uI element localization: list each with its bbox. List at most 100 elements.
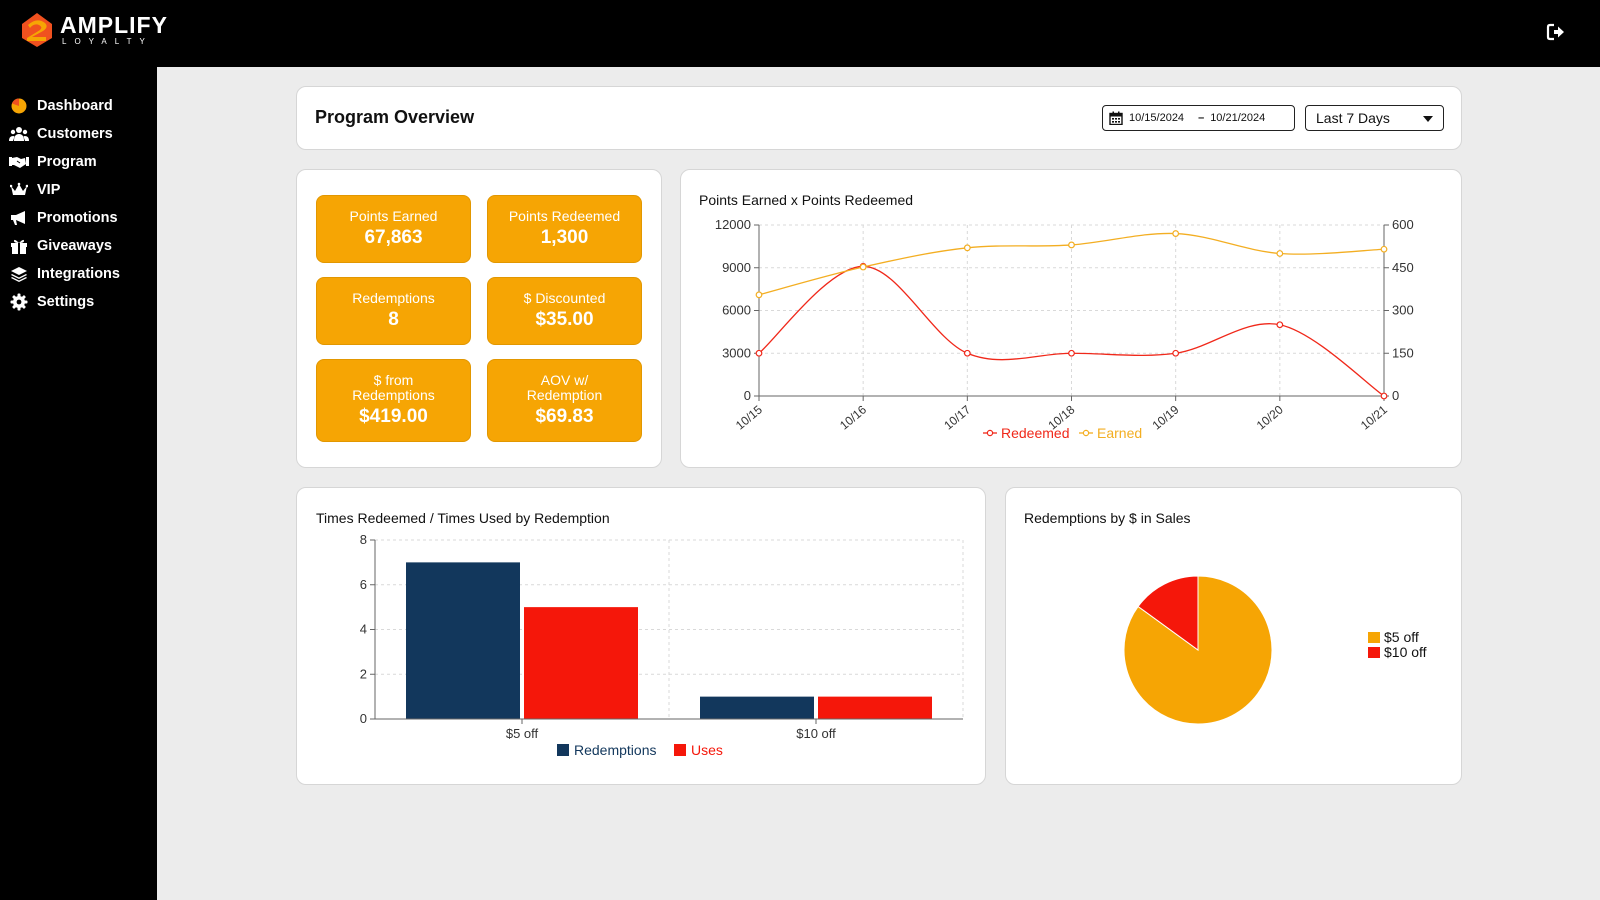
data-point-redeemed	[1380, 392, 1388, 400]
top-bar: AMPLIFY LOYALTY	[0, 0, 1600, 67]
data-point-earned	[859, 263, 867, 271]
y-right-tick-label: 600	[1392, 217, 1414, 232]
dashboard-pie-icon	[11, 98, 27, 114]
legend-label: Redemptions	[574, 742, 657, 758]
legend-label: $5 off	[1384, 629, 1419, 645]
date-start-input[interactable]: 10/15/2024	[1129, 112, 1185, 124]
sidebar-item-settings[interactable]: Settings	[0, 288, 157, 316]
x-tick-label: 10/20	[1254, 402, 1286, 432]
data-point-redeemed	[1276, 321, 1284, 329]
stat-tile-redemptions: Redemptions 8	[316, 277, 471, 345]
stat-value: 1,300	[540, 227, 589, 248]
legend-item-uses: Uses	[674, 742, 723, 758]
data-point-earned	[755, 291, 763, 299]
crown-icon	[10, 182, 28, 195]
legend-item: $5 off	[1368, 629, 1419, 645]
stat-tile-points-earned: Points Earned 67,863	[316, 195, 471, 263]
stat-tile-dollars-discounted: $ Discounted $35.00	[487, 277, 642, 345]
y-tick-label: 6	[360, 577, 367, 592]
x-tick-label: 10/21	[1358, 402, 1390, 432]
sidebar-item-dashboard[interactable]: Dashboard	[0, 92, 157, 120]
x-tick-label: $5 off	[506, 726, 539, 741]
y-tick-label: 8	[360, 532, 367, 547]
stat-label: $ Discounted	[523, 290, 606, 306]
sidebar-item-integrations[interactable]: Integrations	[0, 260, 157, 288]
stat-value: $419.00	[359, 406, 428, 427]
gear-icon	[10, 293, 28, 311]
legend-label: Uses	[691, 742, 723, 758]
y-right-tick-label: 0	[1392, 388, 1399, 403]
legend-label: Earned	[1097, 425, 1142, 441]
data-point-earned	[1172, 230, 1180, 237]
data-point-earned	[963, 244, 971, 252]
amplify-logo-icon	[22, 13, 52, 47]
sidebar-item-label: Giveaways	[37, 238, 112, 254]
y-tick-label: 0	[360, 711, 367, 726]
stat-label: Points Redeemed	[508, 208, 621, 224]
sidebar-item-customers[interactable]: Customers	[0, 120, 157, 148]
legend-marker	[1082, 429, 1090, 437]
data-point-earned	[1276, 250, 1284, 257]
sidebar-item-giveaways[interactable]: Giveaways	[0, 232, 157, 260]
legend-swatch	[1368, 632, 1380, 643]
brand-logo[interactable]: AMPLIFY LOYALTY	[18, 10, 168, 50]
legend-item-earned: Earned	[1079, 425, 1142, 441]
legend-swatch	[1368, 647, 1380, 658]
sidebar-item-label: Promotions	[37, 210, 118, 226]
brand-tagline: LOYALTY	[62, 37, 153, 46]
date-end-input[interactable]: 10/21/2024	[1210, 112, 1266, 124]
pie-chart-card: Redemptions by $ in Sales $5 off $10 off	[1005, 487, 1462, 785]
y-right-tick-label: 450	[1392, 260, 1414, 275]
sidebar-item-program[interactable]: Program	[0, 148, 157, 176]
data-point-redeemed	[1068, 349, 1075, 357]
megaphone-icon	[11, 211, 25, 225]
bar-chart: 0 2 4 6 8 $5 off $10 off Redemptions Uses	[360, 532, 964, 758]
sidebar-item-vip[interactable]: VIP	[0, 176, 157, 204]
stat-value: $35.00	[535, 309, 594, 330]
program-overview-header: Program Overview 10/15/2024 – 10/21/2024…	[296, 86, 1462, 150]
page-title: Program Overview	[315, 107, 475, 127]
bar-uses	[524, 607, 638, 719]
calendar-icon	[1109, 111, 1123, 125]
caret-down-icon	[1423, 116, 1433, 122]
stat-tile-aov-with-redemption: AOV w/ Redemption $69.83	[487, 359, 642, 442]
legend-item-redeemed: Redeemed	[983, 425, 1070, 441]
legend-swatch	[557, 744, 569, 756]
stat-label: $ from Redemptions	[352, 372, 435, 403]
stat-value: 67,863	[364, 227, 423, 248]
period-select[interactable]: Last 7 Days	[1305, 105, 1444, 131]
stat-label: Points Earned	[349, 208, 438, 224]
y-left-tick-label: 0	[744, 388, 751, 403]
pie-slice--10-off	[1137, 575, 1199, 651]
y-right-tick-label: 150	[1392, 345, 1414, 360]
data-point-redeemed	[755, 349, 763, 357]
data-point-earned	[1380, 245, 1388, 253]
stat-tile-dollars-from-redemptions: $ from Redemptions $419.00	[316, 359, 471, 442]
y-left-tick-label: 12000	[715, 217, 751, 232]
x-tick-label: 10/15	[733, 402, 765, 432]
x-tick-label: $10 off	[796, 726, 836, 741]
brand-name: AMPLIFY	[60, 12, 168, 38]
gift-icon	[11, 239, 27, 254]
y-left-tick-label: 3000	[722, 345, 751, 360]
period-select-value: Last 7 Days	[1316, 110, 1390, 126]
line-chart-title: Points Earned x Points Redeemed	[699, 192, 914, 208]
handshake-icon	[9, 157, 29, 168]
line-chart: 0 3000 6000 9000 12000 0 150 300 450 600 10/15 10/1…	[715, 217, 1414, 441]
data-point-redeemed	[963, 349, 971, 357]
sidebar-item-promotions[interactable]: Promotions	[0, 204, 157, 232]
legend-label: $10 off	[1384, 644, 1427, 660]
stat-tile-points-redeemed: Points Redeemed 1,300	[487, 195, 642, 263]
bar-chart-title: Times Redeemed / Times Used by Redemptio…	[316, 510, 610, 526]
users-icon	[9, 127, 29, 141]
pie-chart-title: Redemptions by $ in Sales	[1024, 510, 1191, 526]
sidebar-item-label: Dashboard	[37, 98, 113, 114]
y-left-tick-label: 9000	[722, 260, 751, 275]
logout-icon[interactable]	[1546, 22, 1566, 42]
date-range-picker[interactable]: 10/15/2024 – 10/21/2024	[1102, 105, 1295, 131]
bar-redemptions	[406, 562, 520, 719]
y-right-tick-label: 300	[1392, 303, 1414, 318]
legend-item: $10 off	[1368, 644, 1427, 660]
sidebar-item-label: Integrations	[37, 266, 120, 282]
y-left-tick-label: 6000	[722, 303, 751, 318]
